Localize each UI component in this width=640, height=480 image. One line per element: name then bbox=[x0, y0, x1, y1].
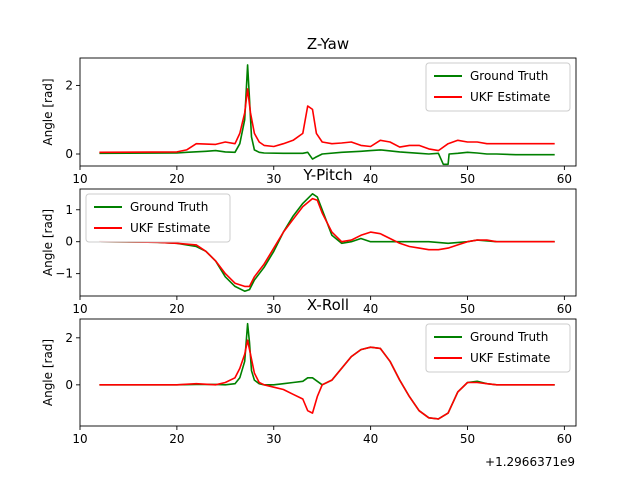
legend-label: UKF Estimate bbox=[470, 90, 550, 104]
x-tick-label: 10 bbox=[72, 172, 87, 186]
x-tick-label: 40 bbox=[363, 432, 378, 446]
subplot-title: Y-Pitch bbox=[302, 166, 352, 184]
x-tick-label: 20 bbox=[169, 172, 184, 186]
x-tick-label: 50 bbox=[460, 432, 475, 446]
x-tick-label: 30 bbox=[266, 172, 281, 186]
legend-label: UKF Estimate bbox=[470, 351, 550, 365]
x-tick-label: 20 bbox=[169, 432, 184, 446]
x-tick-label: 30 bbox=[266, 302, 281, 316]
y-axis-label: Angle [rad] bbox=[41, 78, 55, 145]
series-line-ground-truth bbox=[99, 64, 555, 166]
subplot-x-roll: 10 20 30 40 50 60 0 2 X-Roll Angle [rad] Ground Tr… bbox=[41, 296, 577, 446]
legend-label: Ground Truth bbox=[470, 69, 548, 83]
y-tick-label: 2 bbox=[65, 78, 73, 92]
x-offset-label: +1.2966371e9 bbox=[485, 455, 575, 469]
subplot-y-pitch: 10 20 30 40 50 60 −1 0 1 Y-Pitch Angle [rad] Ground… bbox=[41, 166, 577, 316]
legend-label: UKF Estimate bbox=[130, 221, 210, 235]
y-tick-label: 0 bbox=[65, 235, 73, 249]
x-tick-label: 60 bbox=[557, 302, 572, 316]
series-line-ukf-estimate bbox=[99, 197, 555, 288]
axes-frame bbox=[79, 318, 577, 427]
x-tick-label: 60 bbox=[557, 432, 572, 446]
subplot-z-yaw: 10 20 30 40 50 60 0 2 Z-Yaw Angle [rad] Ground Tru… bbox=[41, 35, 577, 186]
y-tick-label: 1 bbox=[65, 203, 73, 217]
subplot-title: X-Roll bbox=[307, 296, 349, 314]
x-tick-label: 20 bbox=[169, 302, 184, 316]
x-tick-label: 40 bbox=[363, 302, 378, 316]
legend-label: Ground Truth bbox=[470, 330, 548, 344]
x-tick-label: 60 bbox=[557, 172, 572, 186]
x-tick-label: 10 bbox=[72, 302, 87, 316]
subplot-title: Z-Yaw bbox=[307, 35, 349, 53]
x-tick-label: 10 bbox=[72, 432, 87, 446]
x-tick-label: 40 bbox=[363, 172, 378, 186]
legend-label: Ground Truth bbox=[130, 200, 208, 214]
legend: Ground Truth UKF Estimate bbox=[425, 323, 571, 373]
legend: Ground Truth UKF Estimate bbox=[85, 193, 231, 243]
y-axis-label: Angle [rad] bbox=[41, 209, 55, 276]
y-tick-label: 0 bbox=[65, 147, 73, 161]
axes-frame bbox=[79, 188, 577, 297]
x-tick-label: 50 bbox=[460, 302, 475, 316]
y-axis-label: Angle [rad] bbox=[41, 339, 55, 406]
legend: Ground Truth UKF Estimate bbox=[425, 62, 571, 112]
y-tick-label: 0 bbox=[65, 378, 73, 392]
series-line-ukf-estimate bbox=[99, 339, 555, 420]
x-tick-label: 50 bbox=[460, 172, 475, 186]
axes-frame bbox=[79, 57, 577, 167]
x-tick-label: 30 bbox=[266, 432, 281, 446]
series-line-ukf-estimate bbox=[99, 88, 555, 154]
y-tick-label: 2 bbox=[65, 331, 73, 345]
y-tick-label: −1 bbox=[55, 267, 73, 281]
